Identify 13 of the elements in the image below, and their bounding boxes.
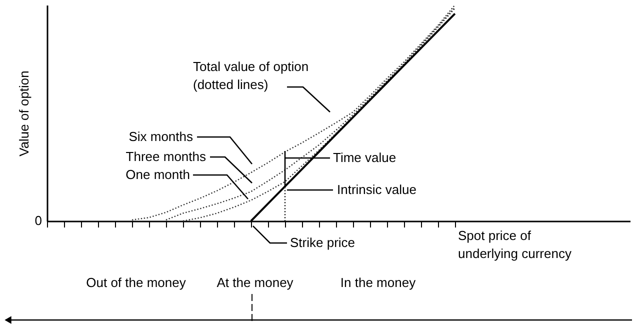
text: Strike price bbox=[290, 235, 356, 250]
y-axis-title: Value of option bbox=[16, 70, 32, 156]
annotation: Six months bbox=[128, 129, 194, 144]
annotation: Intrinsic value bbox=[337, 182, 416, 197]
annotation: Three months bbox=[126, 149, 206, 164]
text: At the money bbox=[216, 275, 294, 290]
text: Out of the money bbox=[86, 275, 186, 290]
annotation: 0 bbox=[34, 213, 42, 228]
annotation: One month bbox=[126, 167, 190, 182]
annotation: Time value bbox=[333, 150, 396, 165]
annotation: Total value of option (dotted lines) bbox=[193, 59, 309, 92]
text: Spot price of underlying currency bbox=[458, 228, 572, 261]
text: In the money bbox=[340, 275, 416, 290]
